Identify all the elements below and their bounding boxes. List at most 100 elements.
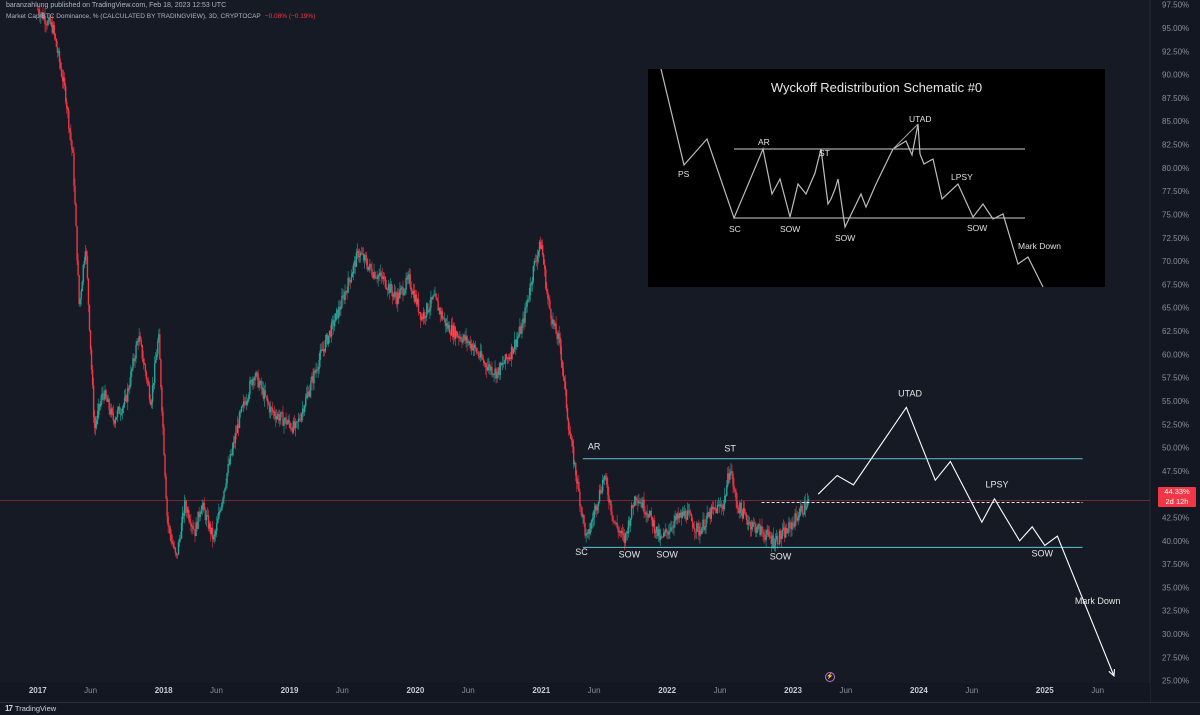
candle-body xyxy=(391,291,394,297)
candle-body xyxy=(239,411,242,413)
candle-body xyxy=(211,527,214,540)
annotation-label: SOW xyxy=(1032,549,1054,559)
candle-body xyxy=(180,522,183,539)
candle-body xyxy=(186,506,188,513)
candle-body xyxy=(48,17,50,20)
candle-body xyxy=(592,517,595,520)
candle-body xyxy=(284,417,286,421)
candle-body xyxy=(550,308,552,319)
candle-body xyxy=(611,511,613,516)
candle-body xyxy=(791,522,793,530)
candle-body xyxy=(181,512,184,523)
schematic-diagram xyxy=(660,69,1044,287)
candle-body xyxy=(395,292,397,298)
candle-body xyxy=(706,512,708,519)
candle-body xyxy=(430,296,432,308)
candle-body xyxy=(144,364,147,372)
candle-body xyxy=(763,533,765,538)
candle-body xyxy=(727,473,729,486)
candle-body xyxy=(52,25,54,33)
candle-body xyxy=(681,511,684,518)
candle-body xyxy=(725,495,727,497)
candle-body xyxy=(365,255,367,259)
tradingview-logo[interactable]: 17 TradingView xyxy=(5,704,56,713)
candle-body xyxy=(553,319,555,326)
candle-body xyxy=(178,538,181,543)
candle-body xyxy=(432,296,434,300)
candle-body xyxy=(203,503,206,511)
candle-body xyxy=(262,387,265,399)
candle-body xyxy=(293,421,296,429)
event-bolt-icon[interactable]: ⚡ xyxy=(825,672,835,682)
candle-body xyxy=(413,290,416,302)
candle-body xyxy=(426,303,428,317)
candle-body xyxy=(424,312,426,318)
candle-body xyxy=(341,296,343,308)
candle-body xyxy=(121,407,124,414)
schematic-label-sow-1: SOW xyxy=(780,224,801,234)
y-tick-label: 50.00% xyxy=(1162,444,1189,453)
y-tick-label: 40.00% xyxy=(1162,537,1189,546)
candle-body xyxy=(683,510,686,516)
candle-body xyxy=(85,251,88,257)
candle-body xyxy=(464,335,466,341)
candle-body xyxy=(340,307,342,310)
candle-body xyxy=(799,508,801,516)
candle-body xyxy=(501,362,504,366)
symbol-legend[interactable]: Market Cap BTC Dominance, % (CALCULATED … xyxy=(6,13,315,20)
y-tick-label: 65.00% xyxy=(1162,304,1189,313)
candle-body xyxy=(583,514,585,524)
x-tick-label: 2020 xyxy=(406,686,424,695)
candle-body xyxy=(74,185,76,204)
candle-body xyxy=(621,530,624,534)
candle-body xyxy=(590,521,592,529)
candle-body xyxy=(519,326,521,335)
y-tick-label: 27.50% xyxy=(1162,653,1189,662)
candle-body xyxy=(707,512,709,517)
candle-body xyxy=(45,24,47,25)
candle-body xyxy=(419,312,422,320)
candle-body xyxy=(179,538,182,540)
candle-body xyxy=(772,535,775,547)
candle-body xyxy=(761,526,763,532)
candle-body xyxy=(403,293,405,296)
candle-body xyxy=(627,520,630,534)
candle-body xyxy=(563,377,566,382)
candle-body xyxy=(743,507,746,513)
candle-body xyxy=(494,368,496,375)
candle-body xyxy=(407,275,409,280)
candle-body xyxy=(580,506,582,508)
candle-body xyxy=(327,335,330,344)
candle-body xyxy=(117,406,120,411)
candle-body xyxy=(171,541,173,544)
candle-body xyxy=(98,403,100,411)
candle-body xyxy=(586,533,588,535)
candle-body xyxy=(115,417,118,420)
candle-body xyxy=(164,454,166,477)
symbol-description[interactable]: Market Cap BTC Dominance, % (CALCULATED … xyxy=(6,13,261,20)
candle-body xyxy=(576,475,578,484)
candle-body xyxy=(104,390,106,400)
candle-body xyxy=(469,341,471,349)
x-tick-label: 2017 xyxy=(29,686,47,695)
y-tick-label: 57.50% xyxy=(1162,374,1189,383)
candle-body xyxy=(324,339,327,352)
candle-body xyxy=(301,408,304,414)
x-tick-label: Jun xyxy=(965,686,978,695)
candle-body xyxy=(170,534,172,542)
candle-body xyxy=(414,294,417,302)
candle-body xyxy=(647,515,649,518)
candle-body xyxy=(705,518,707,528)
candle-body xyxy=(668,531,670,535)
candle-body xyxy=(674,515,676,522)
candle-body xyxy=(216,523,218,532)
candle-body xyxy=(486,367,488,371)
candle-body xyxy=(309,390,311,397)
candle-body xyxy=(699,530,701,536)
schematic-title: Wyckoff Redistribution Schematic #0 xyxy=(770,80,983,95)
candle-body xyxy=(55,38,58,47)
candle-body xyxy=(415,294,418,305)
candle-body xyxy=(518,334,520,337)
